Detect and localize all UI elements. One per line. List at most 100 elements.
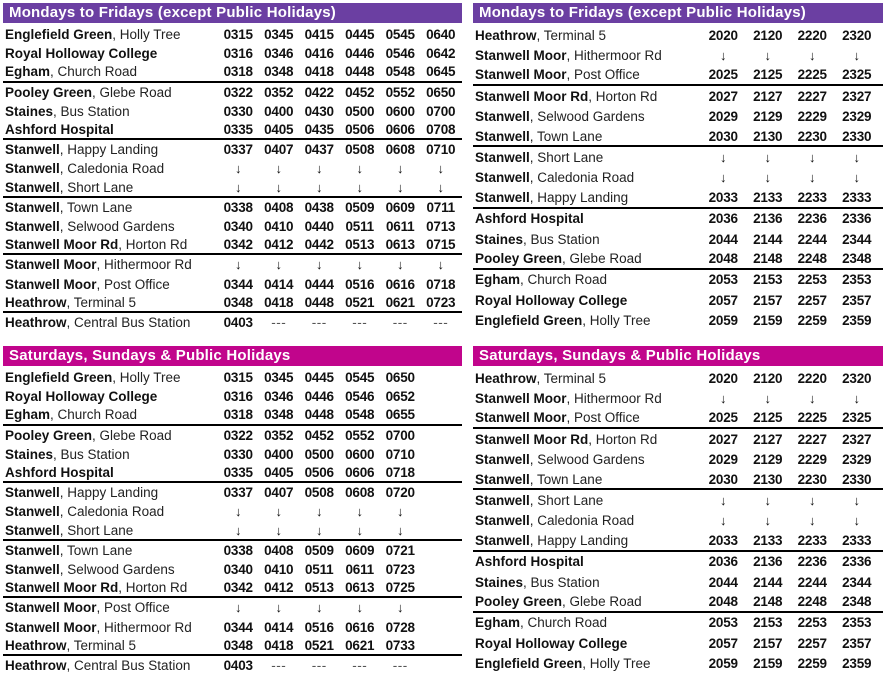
time-cell: 2044	[708, 231, 738, 247]
time-cell: 0609	[385, 199, 415, 215]
time-cell: 2125	[753, 410, 783, 426]
stop-name: Stanwell, Selwood Gardens	[3, 219, 218, 234]
time-cell: 2336	[842, 554, 872, 570]
time-cell: 0616	[345, 619, 375, 635]
stop-row: Stanwell Moor, Post Office ↓ ↓ ↓ ↓ ↓	[3, 598, 462, 617]
time-cell: 0415	[304, 27, 334, 43]
stop-place: Ashford Hospital	[475, 554, 584, 570]
stop-row: Stanwell, Caledonia Road ↓ ↓ ↓ ↓ ↓ ↓	[3, 159, 462, 178]
through-arrow-icon: ↓	[853, 48, 861, 64]
time-cell: 2248	[797, 593, 827, 609]
time-cell: 2225	[797, 410, 827, 426]
stop-detail: , Bus Station	[523, 574, 600, 590]
through-arrow-icon: ↓	[809, 391, 816, 407]
stop-place: Pooley Green	[475, 250, 563, 266]
time-cell: 0521	[345, 294, 375, 310]
through-arrow-icon: ↓	[235, 161, 242, 177]
time-cell: 0346	[264, 46, 294, 62]
stop-place: Stanwell Moor	[475, 67, 567, 83]
time-cell: 0418	[264, 637, 294, 653]
stop-row: Stanwell, Selwood Gardens 0340 0410 0440 051…	[3, 217, 462, 236]
through-arrow-icon: ↓	[316, 161, 323, 177]
stop-detail: , Holly Tree	[112, 370, 181, 386]
through-arrow-icon: ↓	[316, 522, 323, 538]
stop-place: Pooley Green	[5, 427, 93, 443]
stop-detail: , Selwood Gardens	[59, 561, 175, 577]
stop-place: Englefield Green	[475, 656, 583, 672]
stop-row: Heathrow, Terminal 5 0348 0418 0521 0621 0733	[3, 637, 462, 656]
through-arrow-icon: ↓	[397, 600, 404, 616]
stop-row: Heathrow, Terminal 5 2020 2120 2220 2320	[473, 25, 883, 45]
through-arrow-icon: ↓	[720, 513, 727, 529]
stop-name: Royal Holloway College	[473, 636, 701, 651]
stop-name: Stanwell, Short Lane	[3, 523, 218, 538]
no-service-dash: ---	[392, 657, 408, 673]
time-cell: 0348	[264, 64, 294, 80]
stop-row: Ashford Hospital 2036 2136 2236 2336	[473, 209, 883, 229]
timetable-rows: Englefield Green, Holly Tree 0315 0345 0445…	[3, 368, 462, 675]
timetable-rows: Heathrow, Terminal 5 2020 2120 2220 2320 Stan…	[473, 25, 883, 331]
time-cell: 2059	[708, 313, 738, 329]
stop-name: Stanwell, Happy Landing	[3, 485, 218, 500]
stop-detail: , Selwood Gardens	[59, 218, 175, 234]
time-cell: 0548	[345, 407, 375, 423]
time-cell: 2330	[842, 471, 872, 487]
time-cell: 2029	[708, 109, 738, 125]
time-cell: 2144	[753, 574, 783, 590]
time-cell: 0316	[223, 389, 253, 405]
time-cell: 0318	[223, 64, 253, 80]
through-arrow-icon: ↓	[235, 257, 242, 273]
through-arrow-icon: ↓	[809, 170, 816, 186]
time-cell: 2353	[842, 272, 872, 288]
stop-row: Stanwell, Caledonia Road ↓ ↓ ↓ ↓	[473, 511, 883, 531]
through-arrow-icon: ↓	[809, 513, 816, 529]
time-cell: 2359	[842, 656, 872, 672]
through-arrow-icon: ↓	[275, 600, 283, 616]
stop-place: Stanwell Moor	[5, 276, 97, 292]
time-cell: 0405	[264, 122, 294, 138]
stop-name: Egham, Church Road	[473, 615, 701, 630]
stop-detail: , Horton Rd	[118, 237, 188, 253]
stop-name: Englefield Green, Holly Tree	[3, 370, 218, 385]
time-cell: 2027	[708, 431, 738, 447]
stop-detail: , Happy Landing	[529, 189, 629, 205]
time-cell: 2027	[708, 88, 738, 104]
time-cell: 0548	[385, 64, 415, 80]
stop-row: Pooley Green, Glebe Road 0322 0352 0452 0552…	[3, 426, 462, 445]
time-cell: 0721	[385, 542, 415, 558]
time-cell: 0440	[304, 218, 334, 234]
time-cell: 0422	[304, 84, 334, 100]
stop-detail: , Post Office	[566, 67, 640, 83]
stop-name: Stanwell Moor, Hithermoor Rd	[473, 48, 701, 63]
through-arrow-icon: ↓	[764, 493, 772, 509]
stop-row: Stanwell Moor, Hithermoor Rd 0344 0414 0516…	[3, 617, 462, 636]
through-arrow-icon: ↓	[720, 493, 727, 509]
stop-row: Stanwell Moor Rd, Horton Rd 2027 2127 2227 2…	[473, 86, 883, 106]
stop-detail: , Terminal 5	[536, 27, 607, 43]
time-cell: 0513	[345, 237, 375, 253]
time-cell: 2159	[753, 656, 783, 672]
stop-name: Heathrow, Central Bus Station	[3, 315, 218, 330]
time-cell: 2120	[753, 370, 783, 386]
time-cell: 0410	[264, 218, 294, 234]
time-cell: 0344	[223, 619, 253, 635]
through-arrow-icon: ↓	[356, 522, 364, 538]
through-arrow-icon: ↓	[275, 522, 283, 538]
stop-place: Stanwell	[475, 128, 530, 144]
stop-place: Stanwell	[475, 532, 530, 548]
time-cell: 0611	[345, 561, 375, 577]
time-cell: 0414	[264, 619, 294, 635]
no-service-dash: ---	[392, 314, 408, 330]
stop-place: Englefield Green	[475, 313, 583, 329]
stop-place: Stanwell	[5, 522, 60, 538]
stop-place: Englefield Green	[5, 27, 113, 43]
through-arrow-icon: ↓	[356, 504, 364, 520]
through-arrow-icon: ↓	[275, 504, 283, 520]
stop-row: Stanwell, Happy Landing 0337 0407 0508 0608 0…	[3, 483, 462, 502]
stop-name: Ashford Hospital	[3, 122, 218, 137]
time-cell: 2227	[797, 431, 827, 447]
stop-row: Staines, Bus Station 0330 0400 0430 0500 0600…	[3, 102, 462, 121]
stop-row: Stanwell, Caledonia Road ↓ ↓ ↓ ↓ ↓	[3, 502, 462, 521]
through-arrow-icon: ↓	[275, 257, 283, 273]
time-cell: 0718	[426, 276, 456, 292]
